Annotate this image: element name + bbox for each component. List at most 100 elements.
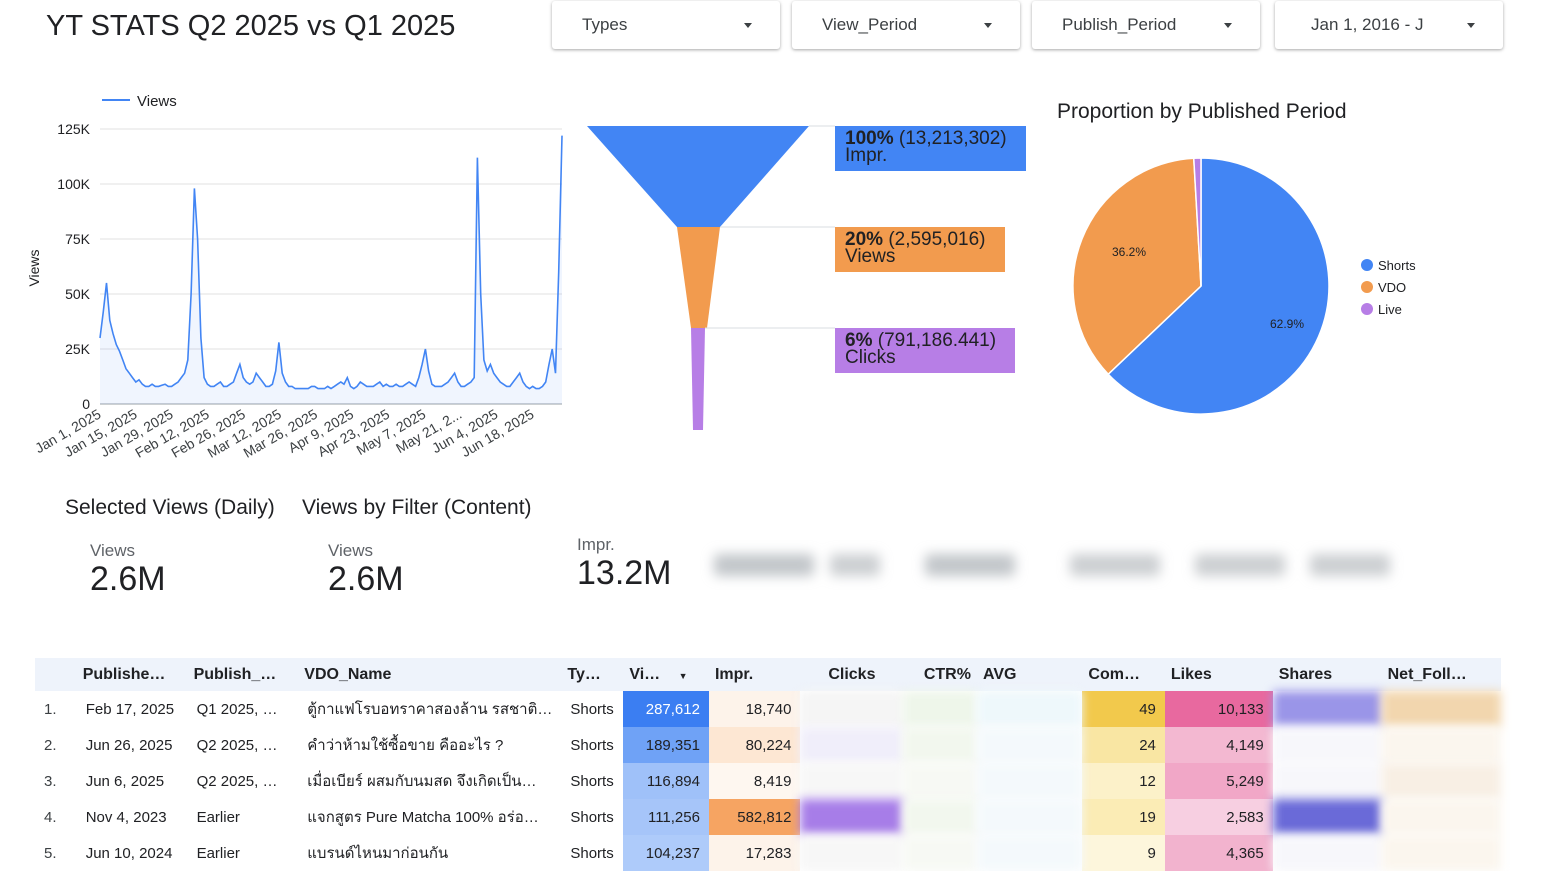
cell-comments: 19 [1082, 799, 1165, 835]
y-tick-label: 25K [65, 341, 91, 357]
y-tick-label: 0 [82, 396, 90, 412]
pie-slice-vdo[interactable] [1072, 157, 1202, 376]
cell-publish-period: Q2 2025, … [196, 772, 278, 790]
header-index [35, 658, 77, 691]
cell-likes: 10,133 [1164, 691, 1273, 727]
cell-shares-redacted [1272, 799, 1382, 835]
cell-type: Shorts [570, 700, 614, 718]
content-table: Publishe… Publish_… VDO_Name Ty… Vi… ▼ I… [35, 658, 1501, 871]
cell-comments: 12 [1082, 763, 1165, 799]
header-likes[interactable]: Likes [1164, 658, 1273, 691]
pie-label-shorts: 62.9% [1270, 317, 1304, 331]
date-range-filter[interactable]: Jan 1, 2016 - J [1275, 1, 1503, 49]
header-vdo-name[interactable]: VDO_Name [298, 658, 562, 691]
cell-published: Jun 10, 2024 [85, 844, 173, 862]
cell-clicks-redacted [800, 763, 904, 799]
cell-vdo-name: แบรนด์ไหนมาก่อนกัน [307, 845, 449, 862]
chevron-down-icon [744, 23, 752, 28]
kpi-label: Views [328, 541, 374, 560]
kpi-label: Views [90, 541, 136, 560]
cell-views: 111,256 [623, 799, 709, 835]
kpi-value: 13.2M [577, 554, 672, 592]
funnel-label-impr: 100% (13,213,302) Impr. [835, 126, 1026, 171]
funnel-pct: 100% [845, 128, 894, 149]
cell-vdo-name: คำว่าห้ามใช้ซื้อขาย คืออะไร ? [307, 737, 504, 754]
header-impr[interactable]: Impr. [708, 658, 801, 691]
header-shares[interactable]: Shares [1272, 658, 1382, 691]
header-views[interactable]: Vi… ▼ [623, 658, 709, 691]
y-tick-label: 75K [65, 231, 91, 247]
table-row[interactable]: 5. Jun 10, 2024 Earlier แบรนด์ไหนมาก่อนกัน S… [35, 835, 1501, 871]
header-publish-period[interactable]: Publish_… [187, 658, 299, 691]
cell-shares-redacted [1272, 835, 1382, 871]
table-row[interactable]: 4. Nov 4, 2023 Earlier แจกสูตร Pure Matcha … [35, 799, 1501, 835]
cell-views: 104,237 [623, 835, 709, 871]
cell-publish-period: Q1 2025, … [196, 700, 278, 718]
cell-impr: 582,812 [708, 799, 801, 835]
publish-period-filter[interactable]: Publish_Period [1032, 1, 1260, 49]
legend-dot-shorts [1361, 259, 1373, 271]
cell-likes: 2,583 [1164, 799, 1273, 835]
cell-impr: 8,419 [708, 763, 801, 799]
table-row[interactable]: 1. Feb 17, 2025 Q1 2025, … ตู้กาแฟโรบอทราคา… [35, 691, 1501, 727]
cell-net-followers-redacted [1381, 727, 1501, 763]
cell-net-followers-redacted [1381, 835, 1501, 871]
legend-label-live: Live [1378, 302, 1402, 317]
legend-label-shorts: Shorts [1378, 258, 1416, 273]
row-index: 3. [44, 772, 57, 790]
pie-label-vdo: 36.2% [1112, 245, 1146, 259]
header-type[interactable]: Ty… [561, 658, 624, 691]
table-row[interactable]: 3. Jun 6, 2025 Q2 2025, … เมื่อเบียร์ ผสมกั… [35, 763, 1501, 799]
cell-published: Jun 26, 2025 [85, 736, 173, 754]
funnel-stage-name: Clicks [845, 347, 896, 368]
funnel-stage-name: Impr. [845, 145, 888, 166]
row-index: 5. [44, 844, 57, 862]
table-row[interactable]: 2. Jun 26, 2025 Q2 2025, … คำว่าห้ามใช้ซื้อ… [35, 727, 1501, 763]
cell-views: 287,612 [623, 691, 709, 727]
cell-type: Shorts [570, 808, 614, 826]
line-chart-legend: Views [102, 93, 177, 110]
legend-label-views: Views [137, 93, 177, 110]
types-filter[interactable]: Types [552, 1, 780, 49]
header-clicks[interactable]: Clicks [800, 658, 904, 691]
header-published[interactable]: Publishe… [76, 658, 188, 691]
funnel-step-impr [587, 126, 809, 227]
funnel-label-views: 20% (2,595,016) Views [835, 227, 1005, 272]
legend-dot-live [1361, 303, 1373, 315]
cell-vdo-name: เมื่อเบียร์ ผสมกับนมสด จึงเกิดเป็น… [307, 773, 537, 790]
legend-dot-vdo [1361, 281, 1373, 293]
chevron-down-icon [1224, 23, 1232, 28]
header-avg[interactable]: AVG [976, 658, 1083, 691]
publish-period-filter-label: Publish_Period [1062, 15, 1177, 34]
header-net-followers[interactable]: Net_Foll… [1381, 658, 1501, 691]
cell-clicks-redacted [800, 835, 904, 871]
funnel-step-clicks [691, 328, 705, 430]
cell-likes: 4,365 [1164, 835, 1273, 871]
cell-type: Shorts [570, 736, 614, 754]
cell-avg-redacted [976, 727, 1083, 763]
views-line [99, 135, 563, 390]
cell-clicks-redacted [800, 799, 904, 835]
cell-type: Shorts [570, 844, 614, 862]
chevron-down-icon [1467, 23, 1475, 28]
pie-title: Proportion by Published Period [1057, 100, 1347, 123]
cell-avg-redacted [976, 763, 1083, 799]
view-period-filter[interactable]: View_Period [792, 1, 1020, 49]
chevron-down-icon [984, 23, 992, 28]
row-index: 1. [44, 700, 57, 718]
cell-published: Nov 4, 2023 [85, 808, 167, 826]
cell-ctr-redacted [903, 691, 977, 727]
pie-slice-shorts[interactable] [1107, 157, 1330, 415]
funnel-value: (791,186.441) [877, 330, 997, 351]
table-header-row: Publishe… Publish_… VDO_Name Ty… Vi… ▼ I… [35, 658, 1501, 691]
cell-comments: 49 [1082, 691, 1165, 727]
pie-slice-live[interactable] [1192, 157, 1202, 287]
page-title: YT STATS Q2 2025 vs Q1 2025 [46, 10, 456, 42]
header-comments[interactable]: Com… [1082, 658, 1165, 691]
header-ctr[interactable]: CTR% [903, 658, 977, 691]
cell-avg-redacted [976, 799, 1083, 835]
cell-clicks-redacted [800, 691, 904, 727]
view-period-filter-label: View_Period [822, 15, 918, 34]
cell-ctr-redacted [903, 835, 977, 871]
kpi-label: Impr. [577, 535, 615, 554]
